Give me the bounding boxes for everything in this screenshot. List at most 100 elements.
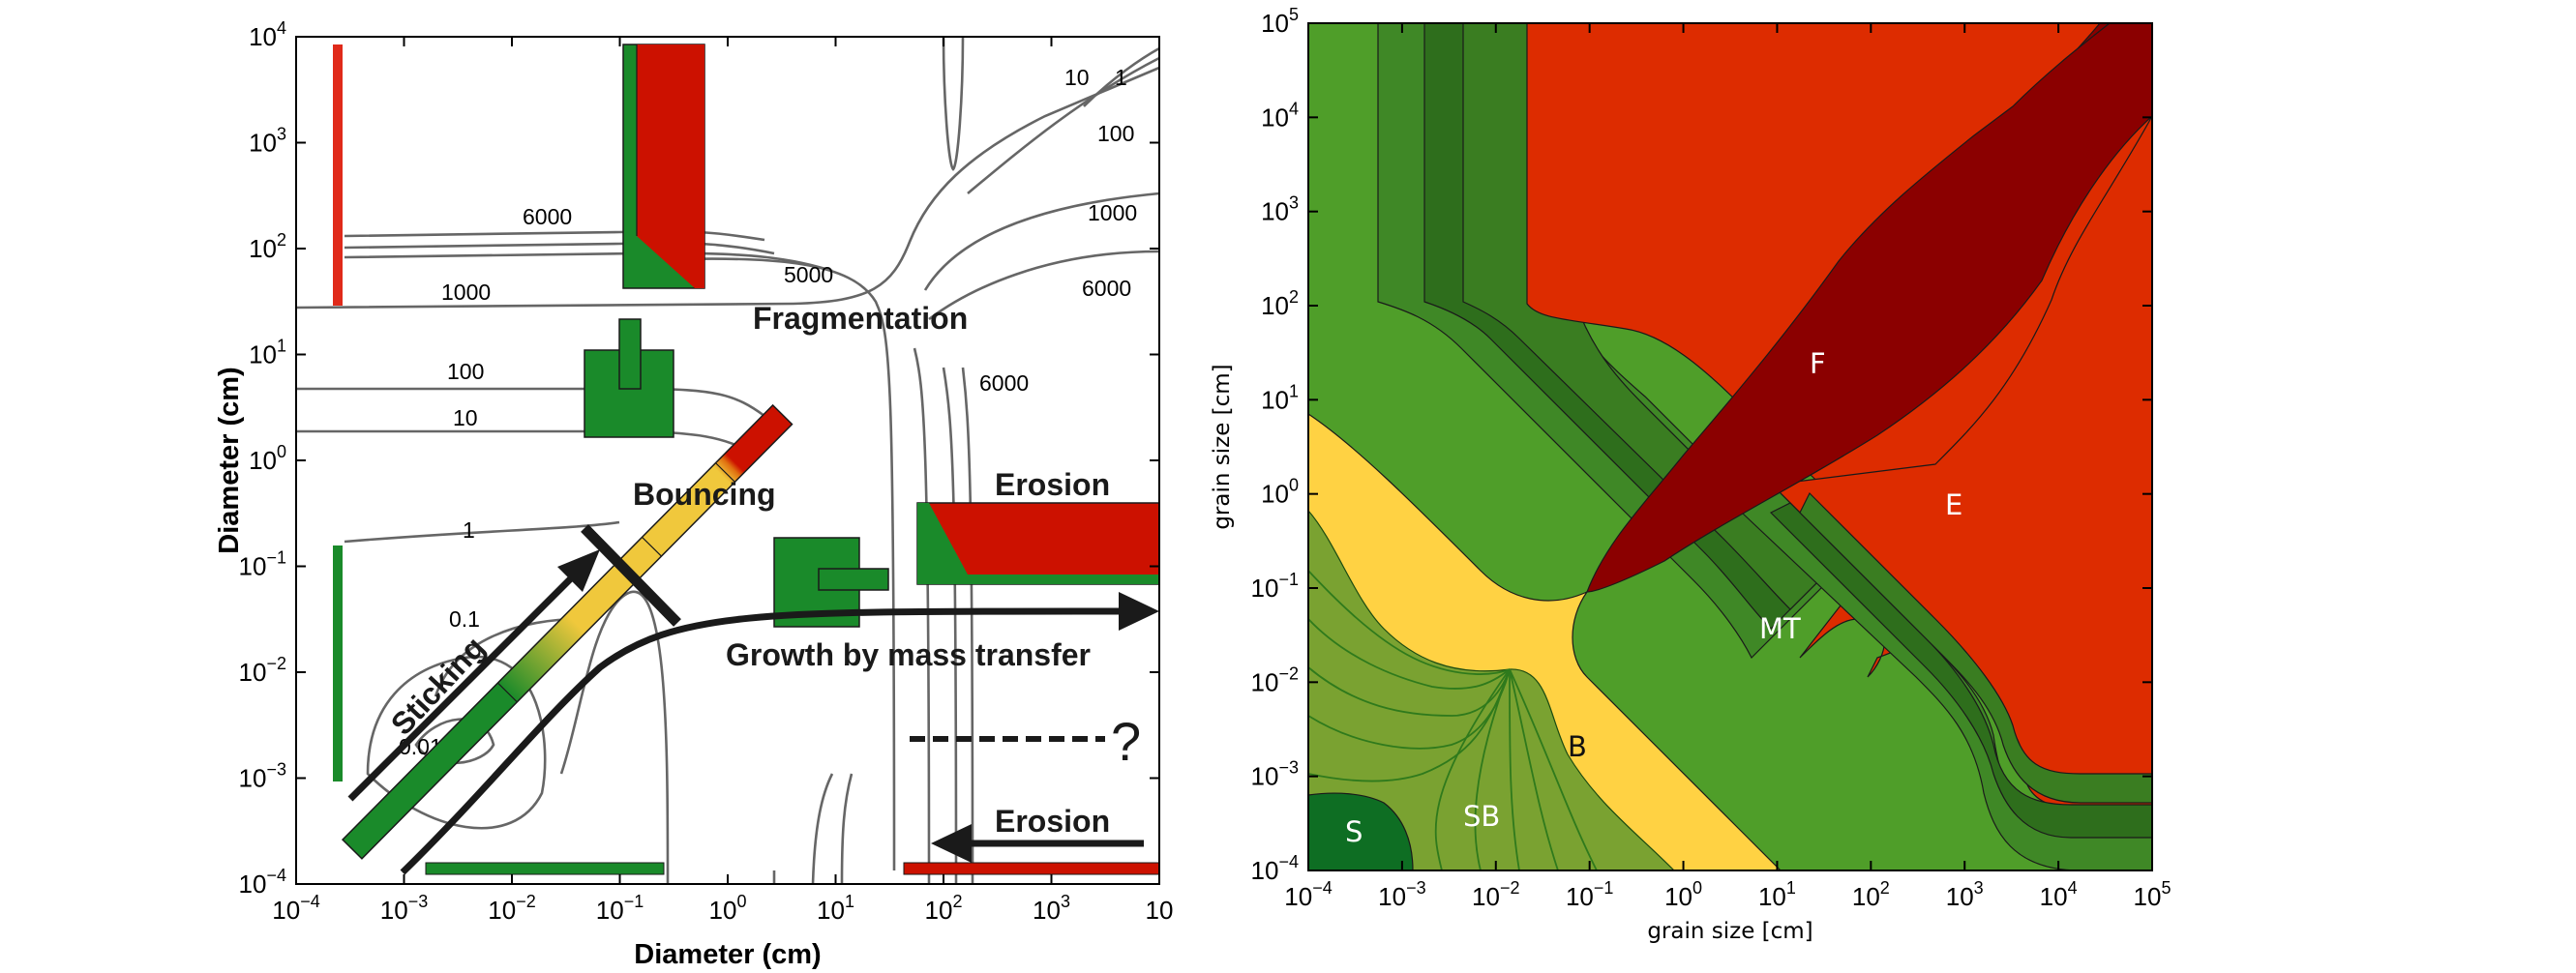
contour-label: 6000 [1082, 276, 1131, 301]
left-y-tick-label: 102 [249, 230, 286, 263]
green-bottom-strip [425, 862, 665, 875]
erosion-bottom-arrow [931, 824, 1144, 863]
right-y-tick-label: 10−4 [1251, 852, 1299, 885]
right-panel: S SB B MT F E 10−4 10−3 10−2 10−1 100 101 102 1… [1210, 5, 2171, 944]
left-y-tick-label: 104 [249, 18, 286, 51]
left-x-tick-label: 103 [1033, 892, 1070, 925]
bounce-icon-block [584, 318, 674, 438]
right-y-tick-label: 10−3 [1251, 758, 1299, 791]
left-y-tick-label: 101 [249, 337, 286, 369]
sb-contours [1307, 570, 1598, 871]
right-y-tick-label: 105 [1261, 5, 1299, 38]
contour-label: 100 [447, 359, 484, 384]
right-x-tick-label: 101 [1758, 878, 1796, 911]
left-x-tick-label: 10−4 [272, 892, 319, 925]
right-axis-frame [1307, 22, 2153, 871]
right-x-tick-label: 100 [1664, 878, 1702, 911]
left-y-tick-label: 10−4 [239, 866, 286, 899]
contour-6000-vertical-2 [942, 367, 958, 885]
contour-6000-vertical [913, 347, 931, 885]
contour-label: 6000 [979, 370, 1029, 396]
contour-lower-bowl [559, 590, 670, 885]
contour-label: 1000 [441, 280, 491, 305]
left-x-tick-label: 10−3 [380, 892, 428, 925]
left-y-tick-label: 10−2 [239, 654, 286, 687]
question-mark: ? [1111, 711, 1141, 772]
contour-label: 10 [453, 405, 478, 430]
bouncing-label: Bouncing [633, 477, 776, 512]
right-x-tick-label: 10−1 [1566, 878, 1613, 911]
contour-0.1 [434, 617, 582, 697]
contour-spike [942, 36, 965, 171]
contour-5000 [676, 257, 896, 871]
erosion-bottom-label: Erosion [995, 804, 1110, 839]
contour-label: 1 [1115, 65, 1127, 90]
fragmentation-label: Fragmentation [753, 301, 968, 336]
right-ticks: 10−4 10−3 10−2 10−1 100 101 102 103 104 105 10−4 10… [1251, 5, 2172, 911]
zone-label-s: S [1345, 815, 1363, 848]
contour-label: 1 [463, 517, 475, 543]
contour-1000-line [295, 66, 1160, 310]
contour-label: 6000 [523, 204, 572, 229]
right-x-tick-label: 10−2 [1472, 878, 1519, 911]
zone-label-sb: SB [1463, 800, 1500, 833]
right-x-tick-label: 103 [1946, 878, 1984, 911]
left-x-axis-label: Diameter (cm) [634, 939, 821, 970]
left-y-axis-label: Diameter (cm) [214, 367, 245, 553]
right-x-axis-label: grain size [cm] [1647, 919, 1812, 944]
zone-label-f: F [1810, 347, 1826, 380]
right-x-tick-label: 104 [2040, 878, 2078, 911]
left-y-tick-label: 103 [249, 125, 286, 158]
right-y-axis-label: grain size [cm] [1210, 364, 1235, 529]
contour-0.01 [366, 655, 547, 830]
right-y-tick-label: 101 [1261, 381, 1299, 414]
green-left-strip [333, 545, 343, 781]
contour-vertical-lower-3 [840, 773, 854, 885]
left-x-tick-label: 10−1 [596, 892, 644, 925]
left-ticks: 10−4 10−3 10−2 10−1 100 101 102 103 1010−410−310… [239, 18, 1174, 925]
red-bottom-strip [903, 862, 1160, 875]
bouncing-barrier [581, 524, 681, 627]
zone-label-e: E [1945, 488, 1962, 521]
sticking-arrow [347, 549, 600, 802]
diagonal-band [341, 403, 794, 860]
left-x-tick-label: 100 [709, 892, 747, 925]
right-x-tick-label: 105 [2134, 878, 2172, 911]
right-y-tick-label: 104 [1261, 99, 1299, 132]
right-x-tick-label: 10−4 [1284, 878, 1332, 911]
left-x-tick-label: 10 [1146, 896, 1174, 925]
left-x-tick-label: 101 [817, 892, 854, 925]
zone-label-b: B [1568, 730, 1587, 763]
right-y-tick-label: 102 [1261, 287, 1299, 320]
contour-1000-right [923, 192, 1160, 291]
erosion-top-block [916, 502, 1160, 585]
left-x-tick-label: 102 [925, 892, 963, 925]
contour-6000-right [928, 250, 1160, 321]
right-x-tick-label: 102 [1852, 878, 1890, 911]
contour-1-mid [344, 520, 620, 544]
right-y-tick-label: 10−2 [1251, 663, 1299, 696]
left-y-tick-label: 100 [249, 442, 286, 475]
red-left-strip [333, 44, 343, 306]
contour-vertical-3 [961, 367, 974, 885]
growth-arrow [400, 592, 1159, 875]
left-x-tick-label: 10−2 [488, 892, 535, 925]
contour-label: 1000 [1088, 200, 1137, 225]
right-y-tick-label: 10−1 [1251, 570, 1299, 603]
contour-10-right [1083, 46, 1160, 107]
contour-label: 0.1 [449, 606, 480, 632]
contour-label: 100 [1097, 121, 1134, 146]
left-panel: 6000 1000 5000 10 1 100 1000 6000 100 10… [214, 18, 1173, 970]
growth-label: Growth by mass transfer [726, 637, 1091, 672]
contour-vertical-lower-2 [811, 773, 834, 885]
contour-100-right [967, 56, 1160, 194]
contour-label: 10 [1064, 65, 1090, 90]
left-y-tick-label: 10−1 [239, 548, 286, 581]
erosion-top-label: Erosion [995, 467, 1110, 502]
right-x-tick-label: 10−3 [1378, 878, 1425, 911]
zone-label-mt: MT [1759, 612, 1801, 645]
contour-label: 5000 [784, 262, 833, 287]
right-y-tick-label: 100 [1261, 476, 1299, 509]
left-y-tick-label: 10−3 [239, 760, 286, 793]
